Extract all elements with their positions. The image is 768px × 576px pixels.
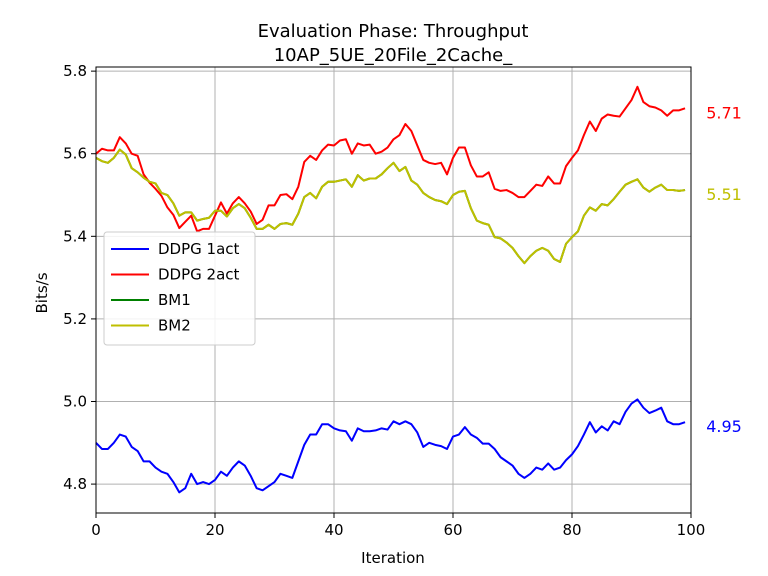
x-tick-label: 60 xyxy=(443,521,462,539)
x-axis-label: Iteration xyxy=(361,549,425,567)
plot-frame xyxy=(95,66,692,514)
series-line-ddpg-2act xyxy=(95,85,686,233)
legend-entry-label: BM2 xyxy=(158,317,191,335)
chart-title: Evaluation Phase: Throughput xyxy=(258,21,529,42)
y-tick-label: 4.8 xyxy=(63,475,87,493)
legend-entry-label: BM1 xyxy=(158,291,191,309)
y-tick-label: 5.2 xyxy=(63,310,87,328)
end-label-ddpg-1act: 4.95 xyxy=(706,417,742,436)
chart-subtitle: 10AP_5UE_20File_2Cache_ xyxy=(274,45,514,66)
axis-ticks: 0 20 40 60 80 100 4.8 5.0 5.2 5.4 5.6 5.8 xyxy=(63,62,705,539)
legend-entry-label: DDPG 2act xyxy=(158,266,240,284)
y-tick-label: 5.0 xyxy=(63,393,87,411)
x-tick-label: 80 xyxy=(562,521,581,539)
y-tick-label: 5.8 xyxy=(63,62,87,80)
legend-entry-label: DDPG 1act xyxy=(158,240,240,258)
x-tick-label: 100 xyxy=(677,521,706,539)
end-label-bm2: 5.51 xyxy=(706,185,742,204)
y-tick-label: 5.6 xyxy=(63,145,87,163)
series-line-bm2 xyxy=(95,148,686,265)
x-tick-label: 0 xyxy=(91,521,101,539)
x-tick-label: 20 xyxy=(205,521,224,539)
legend-box xyxy=(103,231,256,346)
series-line-ddpg-1act xyxy=(95,398,686,494)
legend: DDPG 1act DDPG 2act BM1 BM2 xyxy=(103,231,256,346)
x-tick-label: 40 xyxy=(324,521,343,539)
y-axis-label: Bits/s xyxy=(33,272,51,313)
y-tick-label: 5.4 xyxy=(63,227,87,245)
series-layer xyxy=(95,85,686,494)
end-value-labels: 4.95 5.71 5.51 xyxy=(706,103,742,436)
end-label-ddpg-2act: 5.71 xyxy=(706,103,742,122)
